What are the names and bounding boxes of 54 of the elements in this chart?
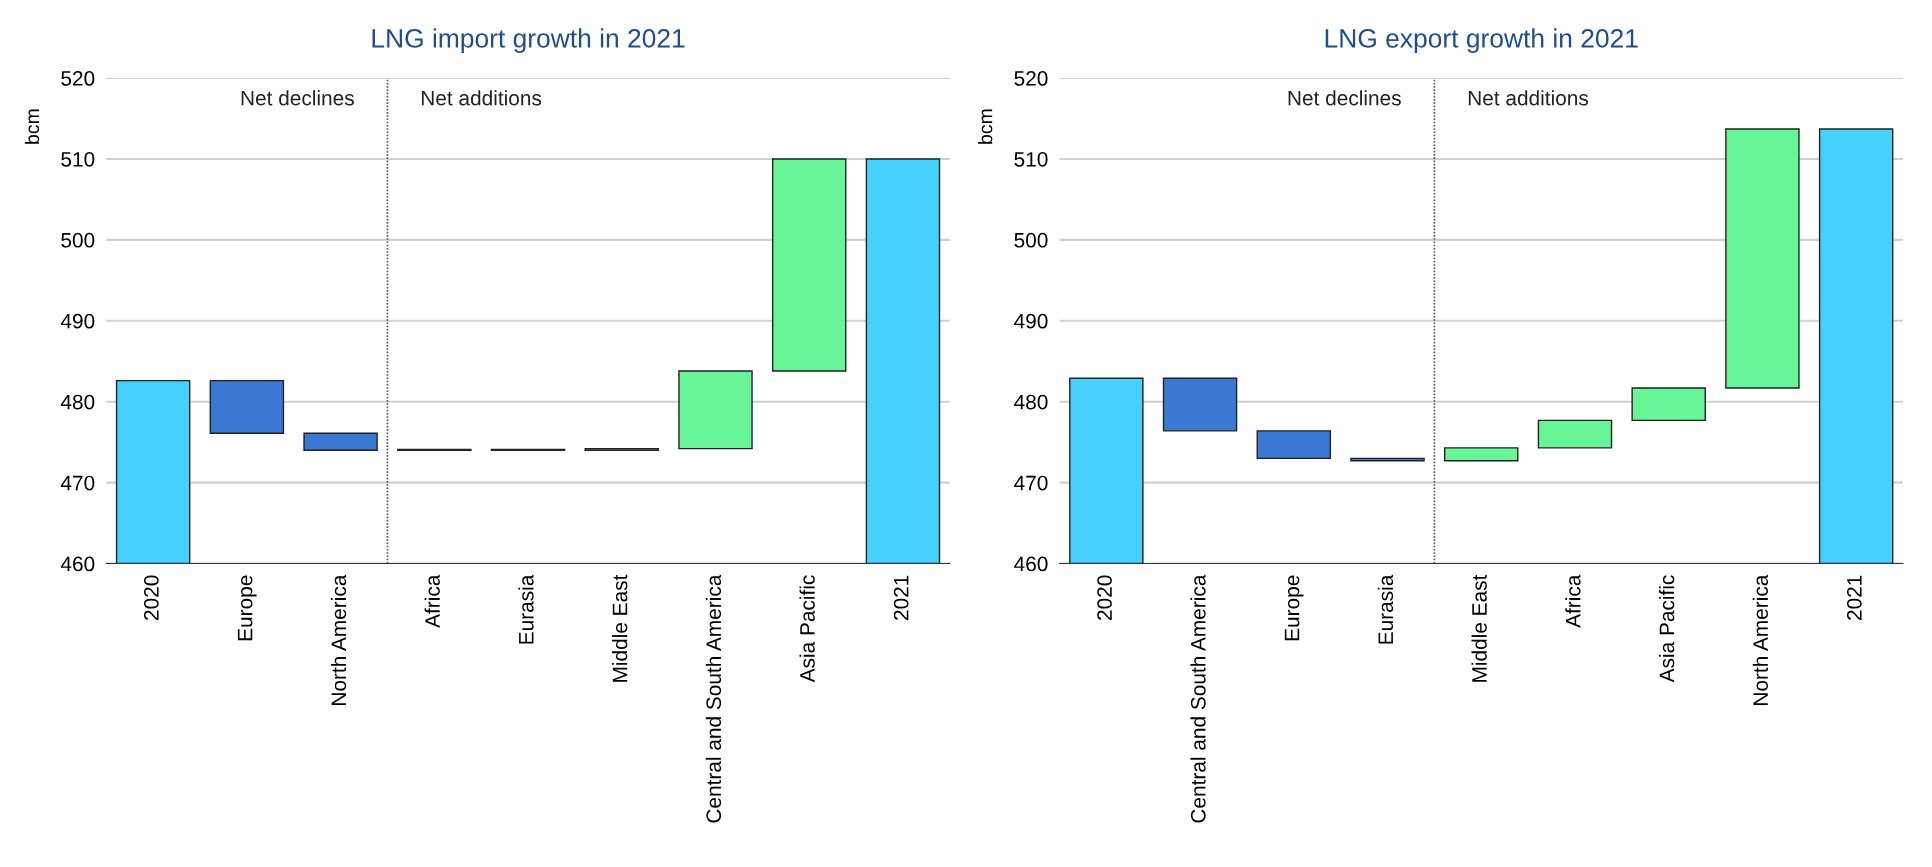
x-tick-label: Middle East [612,574,628,682]
chart-title: LNG export growth in 2021 [1325,28,1638,53]
bar [865,158,941,564]
x-tick-label: Middle East [1471,574,1487,682]
annotation: Net declines [241,90,354,106]
bar [209,379,285,434]
x-tick-label: Asia Pacific [1658,575,1675,683]
y-tick-label: 480 [1014,394,1048,410]
x-tick-label: Europe [237,575,257,641]
x-tick-label: Eurasia [518,574,534,644]
y-tick-label: 480 [60,394,95,410]
bar [1162,377,1238,432]
y-tick-label: 500 [61,232,95,248]
annotation: Net additions [1468,90,1589,106]
y-tick-label: 510 [61,151,95,167]
x-tick-label: 2021 [1847,575,1862,620]
y-tick-label: 490 [60,313,95,329]
x-tick-label: 2021 [893,575,909,620]
y-tick-label: 500 [1014,232,1048,248]
y-tick-label: 460 [1014,556,1048,572]
x-tick-label: 2020 [1097,575,1112,620]
x-tick-label: Europe [1284,575,1304,641]
bar [1725,128,1800,389]
bar [1631,387,1706,422]
y-tick-label: 510 [1014,151,1048,167]
y-tick-label: 460 [60,556,95,572]
bar [303,432,378,451]
x-tick-label: North America [1752,574,1769,705]
x-tick-label: Central and South America [1190,574,1206,823]
y-tick-label: 520 [1014,71,1048,86]
bar [1256,430,1332,460]
x-tick-label: Africa [1565,574,1581,628]
x-tick-label: 2020 [143,575,159,620]
annotation: Net declines [1288,90,1401,106]
bar [678,370,753,450]
x-tick-label: North America [330,574,347,705]
x-tick-label: Asia Pacific [799,575,815,683]
x-tick-label: Eurasia [1377,574,1394,644]
bar [115,379,191,564]
y-tick-label: 520 [61,71,95,86]
chart-title: LNG import growth in 2021 [372,28,685,53]
y-tick-label: 470 [60,475,95,491]
y-tick-label: 490 [1014,313,1048,329]
x-tick-label: Africa [424,574,440,628]
bar [1537,419,1613,449]
y-axis-title: bcm [24,109,40,144]
y-axis-title: bcm [978,109,993,144]
bar [771,158,847,372]
y-tick-label: 470 [1014,475,1048,491]
bar [1069,377,1144,564]
annotation: Net additions [421,90,542,106]
bar [1818,128,1894,564]
bar [1443,447,1519,462]
x-tick-label: Central and South America [705,574,722,823]
